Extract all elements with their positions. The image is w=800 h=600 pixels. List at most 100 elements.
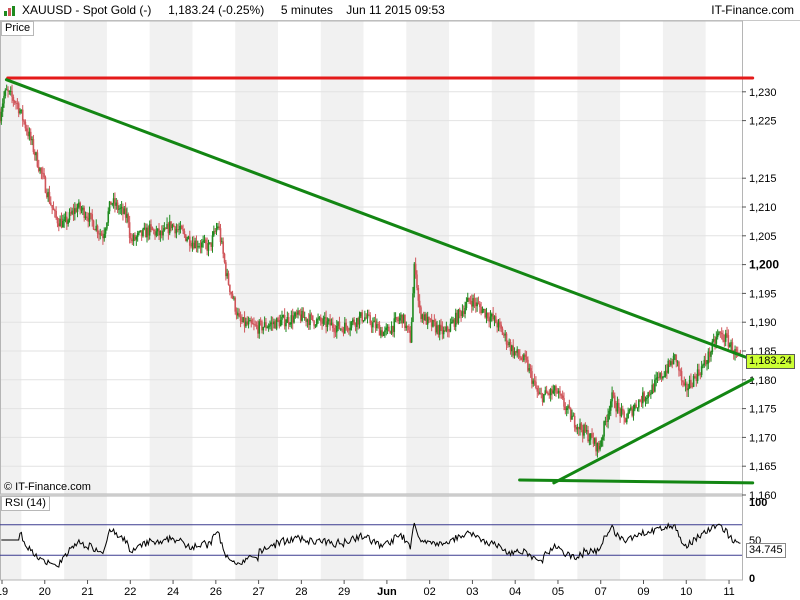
candle-body <box>607 413 609 422</box>
candle-body <box>103 233 106 239</box>
candle-body <box>394 317 397 319</box>
candle-body <box>31 139 33 141</box>
candle-body <box>393 318 396 332</box>
candle-body <box>58 223 60 227</box>
candle-body <box>176 229 179 230</box>
candle-body <box>223 253 226 263</box>
candle-body <box>0 114 1 122</box>
candle-body <box>286 317 289 323</box>
candle-body <box>190 245 192 247</box>
candle-body <box>664 370 667 377</box>
candle-body <box>624 417 627 423</box>
candle-body <box>215 228 218 232</box>
candle-body <box>299 314 302 321</box>
candle-body <box>540 393 543 395</box>
candle-body <box>41 172 44 174</box>
candle-body <box>295 312 298 315</box>
candle-body <box>353 319 355 324</box>
candle-body <box>245 321 247 327</box>
candle-body <box>531 371 533 384</box>
candle-body <box>449 323 452 332</box>
candle-body <box>520 357 523 360</box>
candle-body <box>198 246 200 247</box>
candle-body <box>621 408 624 412</box>
candle-body <box>270 322 273 325</box>
candle-body <box>488 318 490 322</box>
candle-body <box>87 217 90 222</box>
candle-body <box>674 354 676 356</box>
candle-body <box>29 131 32 141</box>
candle-body <box>20 109 23 112</box>
candle-body <box>112 198 115 204</box>
candle-body <box>485 312 488 318</box>
candle-body <box>652 384 655 392</box>
candle-body <box>63 219 65 221</box>
candle-body <box>214 231 216 232</box>
candle-body <box>679 370 682 372</box>
candle-body <box>563 398 565 407</box>
candle-body <box>229 284 231 293</box>
candle-body <box>5 89 8 91</box>
candle-body <box>476 302 478 307</box>
rsi-last-marker: 34.745 <box>746 543 786 558</box>
candle-body <box>468 297 470 301</box>
candle-body <box>335 325 338 333</box>
candle-body <box>508 342 510 345</box>
candle-body <box>257 326 259 334</box>
candle-body <box>519 355 521 358</box>
candle-body <box>580 423 583 430</box>
candle-body <box>155 231 158 236</box>
candle-body <box>720 332 723 335</box>
candle-body <box>166 223 168 229</box>
candle-body <box>377 324 380 326</box>
candle-body <box>380 330 382 336</box>
candle-body <box>107 211 110 223</box>
candle-body <box>70 212 72 214</box>
candle-body <box>342 329 345 334</box>
candle-body <box>433 320 436 323</box>
candle-body <box>194 240 196 249</box>
candle-body <box>368 314 370 316</box>
x-tick-label: 26 <box>210 586 222 598</box>
candle-body <box>13 100 16 103</box>
candle-body <box>172 224 175 227</box>
candle-body <box>680 371 683 381</box>
candle-body <box>317 318 319 320</box>
candle-body <box>358 316 361 325</box>
candle-body <box>481 309 484 314</box>
candle-body <box>727 335 730 347</box>
candle-body <box>180 225 183 230</box>
candle-body <box>24 121 27 129</box>
session-stripe <box>320 21 364 494</box>
candle-body <box>707 351 710 364</box>
candle-body <box>497 321 500 328</box>
candle-body <box>589 433 592 440</box>
candle-body <box>127 214 130 223</box>
candle-body <box>643 392 645 401</box>
candle-body <box>384 330 386 333</box>
session-stripe <box>0 496 22 580</box>
candle-body <box>404 314 406 328</box>
candle-body <box>694 375 696 377</box>
candle-body <box>293 316 295 323</box>
candle-body <box>95 225 98 231</box>
candle-body <box>45 192 48 198</box>
candle-body <box>217 226 219 229</box>
y-tick-label: 1,170 <box>749 432 777 444</box>
candle-body <box>37 166 40 171</box>
candle-body <box>446 326 449 332</box>
candle-body <box>242 317 245 322</box>
candle-body <box>715 337 718 344</box>
candle-body <box>171 224 174 229</box>
candle-body <box>170 221 172 229</box>
candle-body <box>469 300 472 302</box>
candle-body <box>581 429 584 436</box>
candle-body <box>3 95 5 104</box>
candle-body <box>206 243 208 251</box>
candle-body <box>564 406 567 410</box>
y-tick-label: 1,180 <box>749 375 777 387</box>
candle-body <box>27 131 29 137</box>
candle-body <box>263 322 266 328</box>
x-tick-label: 11 <box>723 586 734 598</box>
